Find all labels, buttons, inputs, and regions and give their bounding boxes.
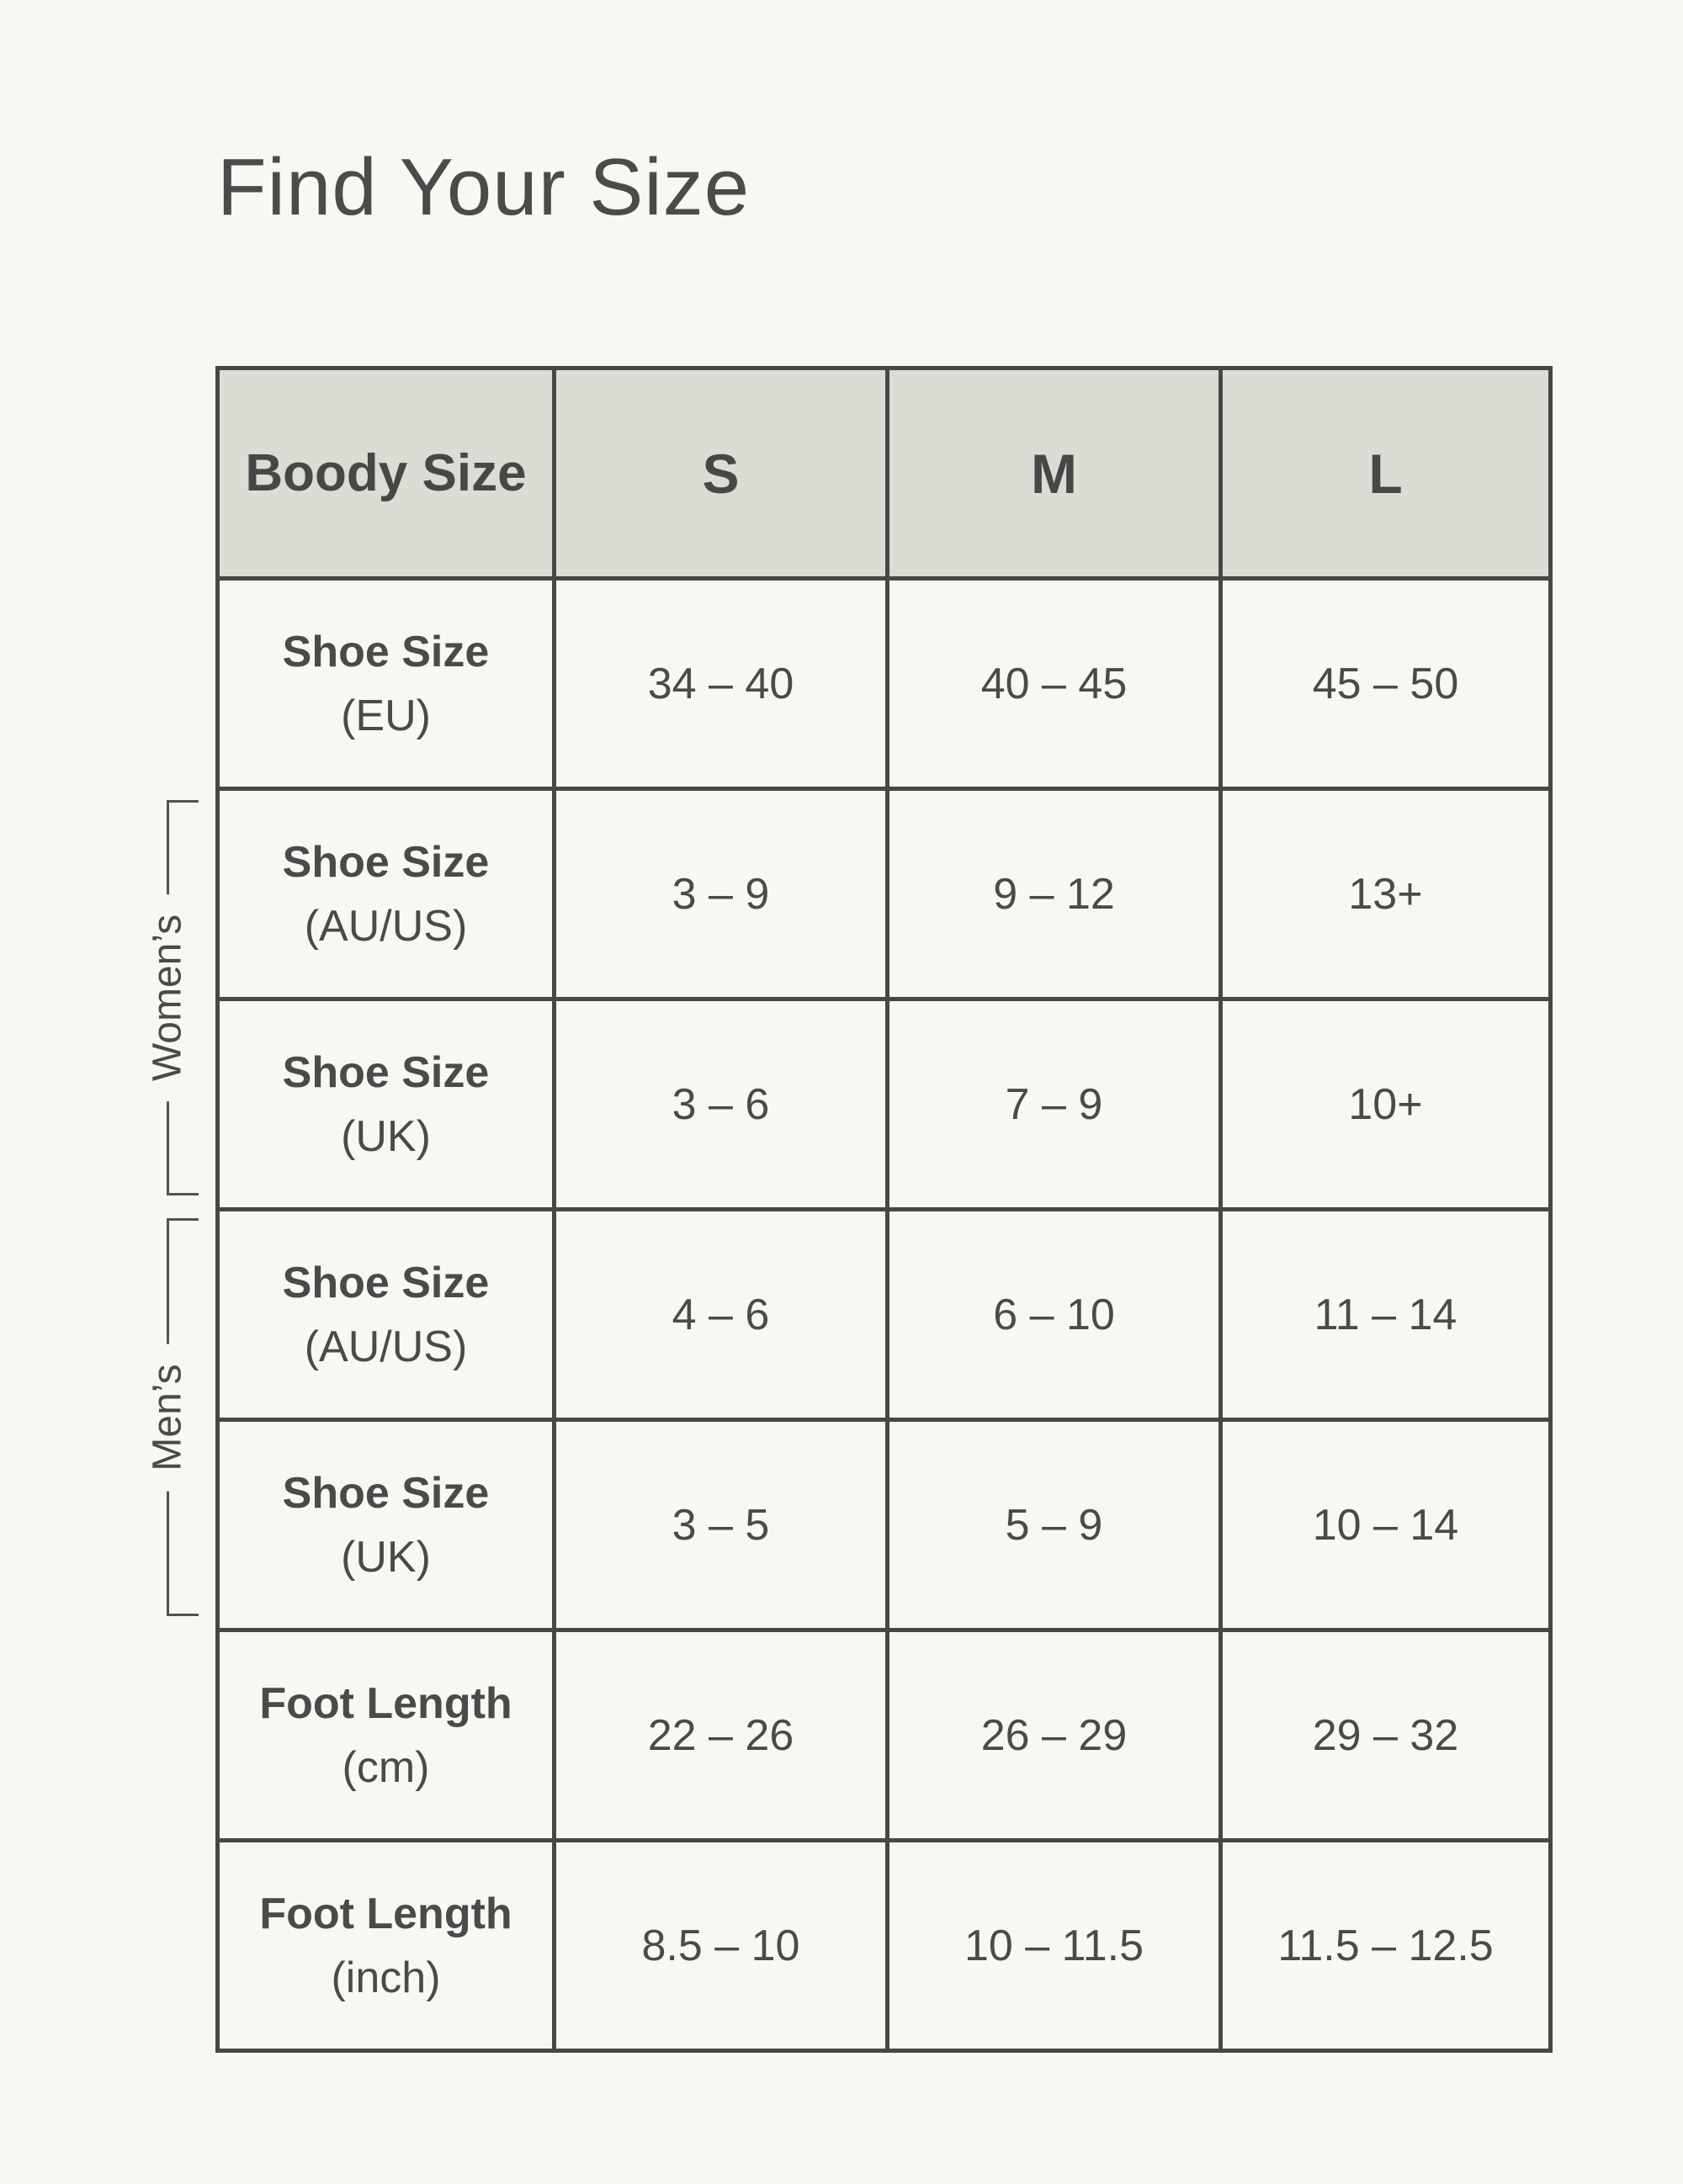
- cell-value: 6 – 10: [885, 1207, 1223, 1422]
- table-row: Shoe Size (UK) 3 – 6 7 – 9 10+: [215, 997, 1553, 1211]
- cell-value: 5 – 9: [885, 1418, 1223, 1632]
- table-row: Foot Length (inch) 8.5 – 10 10 – 11.5 11…: [215, 1838, 1553, 2053]
- cell-value: 11 – 14: [1218, 1207, 1553, 1422]
- row-label-sub: (AU/US): [304, 1322, 468, 1371]
- table-row: Shoe Size (EU) 34 – 40 40 – 45 45 – 50: [215, 576, 1553, 791]
- table-header-row: Boody Size S M L: [215, 366, 1553, 580]
- row-label-sub: (inch): [331, 1953, 441, 2002]
- cell-value: 29 – 32: [1218, 1628, 1553, 1842]
- row-label-sub: (AU/US): [304, 901, 468, 951]
- size-chart-table: Boody Size S M L Shoe Size (EU) 34 – 40 …: [215, 366, 1553, 2053]
- row-label-sub: (UK): [341, 1111, 431, 1161]
- cell-value: 3 – 6: [552, 997, 889, 1211]
- row-label-main: Shoe Size: [282, 1047, 490, 1097]
- cell-value: 4 – 6: [552, 1207, 889, 1422]
- column-header-s: S: [552, 366, 889, 580]
- cell-value: 9 – 12: [885, 787, 1223, 1001]
- row-label-womens-shoe-size-auus: Shoe Size (AU/US): [215, 787, 556, 1001]
- row-label-sub: (EU): [341, 691, 431, 740]
- cell-value: 45 – 50: [1218, 576, 1553, 791]
- row-label-womens-shoe-size-uk: Shoe Size (UK): [215, 997, 556, 1211]
- mens-group-bracket: Men’s: [144, 1218, 199, 1616]
- cell-value: 10 – 14: [1218, 1418, 1553, 1632]
- cell-value: 13+: [1218, 787, 1553, 1001]
- row-label-main: Foot Length: [259, 1678, 512, 1728]
- cell-value: 11.5 – 12.5: [1218, 1838, 1553, 2053]
- table-row: Shoe Size (UK) 3 – 5 5 – 9 10 – 14: [215, 1418, 1553, 1632]
- page-title: Find Your Size: [217, 142, 751, 232]
- cell-value: 22 – 26: [552, 1628, 889, 1842]
- cell-value: 10 – 11.5: [885, 1838, 1223, 2053]
- table-row: Shoe Size (AU/US) 4 – 6 6 – 10 11 – 14: [215, 1207, 1553, 1422]
- cell-value: 7 – 9: [885, 997, 1223, 1211]
- column-header-l: L: [1218, 366, 1553, 580]
- row-label-sub: (cm): [342, 1742, 430, 1792]
- cell-value: 8.5 – 10: [552, 1838, 889, 2053]
- table-row: Shoe Size (AU/US) 3 – 9 9 – 12 13+: [215, 787, 1553, 1001]
- cell-value: 26 – 29: [885, 1628, 1223, 1842]
- row-label-main: Shoe Size: [282, 1468, 490, 1518]
- row-label-main: Shoe Size: [282, 627, 490, 676]
- row-label-shoe-size-eu: Shoe Size (EU): [215, 576, 556, 791]
- row-label-foot-length-cm: Foot Length (cm): [215, 1628, 556, 1842]
- row-label-foot-length-inch: Foot Length (inch): [215, 1838, 556, 2053]
- cell-value: 34 – 40: [552, 576, 889, 791]
- row-label-main: Foot Length: [259, 1889, 512, 1938]
- column-header-boody-size: Boody Size: [215, 366, 556, 580]
- cell-value: 10+: [1218, 997, 1553, 1211]
- table-row: Foot Length (cm) 22 – 26 26 – 29 29 – 32: [215, 1628, 1553, 1842]
- column-header-m: M: [885, 366, 1223, 580]
- cell-value: 3 – 5: [552, 1418, 889, 1632]
- row-label-main: Shoe Size: [282, 837, 490, 887]
- mens-group-label: Men’s: [144, 1343, 191, 1492]
- row-label-mens-shoe-size-auus: Shoe Size (AU/US): [215, 1207, 556, 1422]
- womens-group-label: Women’s: [144, 893, 191, 1102]
- row-label-mens-shoe-size-uk: Shoe Size (UK): [215, 1418, 556, 1632]
- row-label-sub: (UK): [341, 1532, 431, 1582]
- cell-value: 40 – 45: [885, 576, 1223, 791]
- cell-value: 3 – 9: [552, 787, 889, 1001]
- womens-group-bracket: Women’s: [144, 800, 199, 1195]
- row-label-main: Shoe Size: [282, 1258, 490, 1307]
